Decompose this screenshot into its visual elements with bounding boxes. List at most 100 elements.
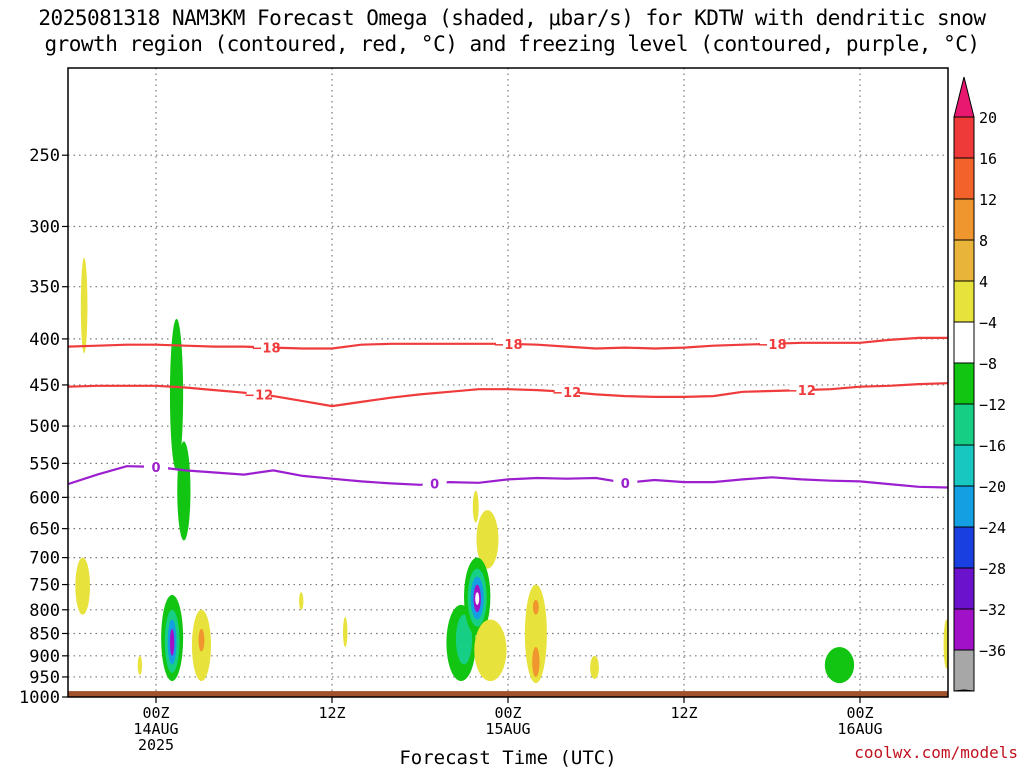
contour-line-2 [68, 465, 948, 489]
y-tick-label: 850 [29, 624, 60, 644]
colorbar-label: −32 [979, 601, 1006, 619]
omega-region-23 [524, 584, 547, 684]
colorbar-segment [953, 362, 975, 405]
colorbar-segment [953, 157, 975, 200]
contour-label-1-0: −12 [244, 388, 273, 403]
omega-region-27 [824, 647, 855, 684]
colorbar-label: 20 [979, 109, 997, 127]
y-tick-label: 450 [29, 376, 60, 396]
omega-region-4 [177, 441, 191, 541]
omega-region-11 [299, 592, 304, 610]
x-tick-label: 00Z [142, 704, 169, 722]
omega-region-0 [80, 257, 88, 354]
omega-region-22 [474, 619, 507, 682]
y-tick-label: 700 [29, 549, 60, 569]
contour-label-0-2: −18 [758, 338, 787, 353]
colorbar-label: −24 [979, 519, 1006, 537]
colorbar-segment [953, 403, 975, 446]
chart-title-line-1: 2025081318 NAM3KM Forecast Omega (shaded… [38, 6, 986, 30]
y-tick-label: 800 [29, 601, 60, 621]
y-tick-label: 400 [29, 330, 60, 350]
y-tick-label: 600 [29, 488, 60, 508]
x-tick-label: 00Z [846, 704, 873, 722]
colorbar-label: −28 [979, 560, 1006, 578]
colorbar-label: −4 [979, 314, 997, 332]
colorbar-label: 4 [979, 273, 988, 291]
colorbar-segment [953, 116, 975, 159]
contour-label-2-1: 0 [430, 477, 439, 492]
x-tick-label: 14AUG [133, 720, 178, 738]
colorbar-segment [953, 280, 975, 323]
colorbar-segment [953, 649, 975, 692]
colorbar-label: 8 [979, 232, 988, 250]
y-tick-label: 900 [29, 647, 60, 667]
contour-label-0-1: −18 [494, 338, 523, 353]
contour-label-bg [144, 459, 168, 474]
colorbar-label: 12 [979, 191, 997, 209]
omega-region-24 [532, 599, 539, 615]
omega-region-25 [532, 647, 540, 677]
y-tick-label: 500 [29, 417, 60, 437]
chart-title-line-2: growth region (contoured, red, °C) and f… [44, 32, 980, 56]
contour-label-0-0: −18 [252, 341, 281, 356]
omega-region-21 [475, 592, 480, 605]
contour-label-bg [613, 475, 638, 490]
y-tick-label: 300 [29, 217, 60, 237]
colorbar-label: −16 [979, 437, 1006, 455]
colorbar-label: −8 [979, 355, 997, 373]
x-tick-label: 12Z [318, 704, 345, 722]
omega-region-8 [169, 628, 175, 656]
colorbar-segment [953, 526, 975, 569]
colorbar-segment [953, 239, 975, 282]
omega-region-10 [198, 628, 205, 652]
colorbar-segment [953, 567, 975, 610]
contour-label-1-2: −12 [787, 384, 816, 399]
contour-label-bg [789, 383, 814, 398]
colorbar-segment [953, 485, 975, 528]
x-tick-label: 12Z [670, 704, 697, 722]
contour-line-1 [68, 382, 948, 408]
y-tick-label: 650 [29, 520, 60, 540]
x-axis-title: Forecast Time (UTC) [399, 747, 616, 768]
plot-area: −18 −18 −18 −12 −12 −12 0 0 0 [68, 68, 948, 697]
contour-label-bg [554, 384, 579, 399]
colorbar-segment [953, 321, 975, 364]
x-tick-label: 00Z [494, 704, 521, 722]
omega-region-26 [590, 655, 599, 680]
y-tick-label: 250 [29, 146, 60, 166]
colorbar-label: 16 [979, 150, 997, 168]
x-tick-label: 2025 [138, 736, 174, 754]
colorbar-label: −12 [979, 396, 1006, 414]
contour-label-bg [422, 476, 447, 491]
contour-label-2-2: 0 [621, 477, 630, 492]
x-tick-label: 15AUG [485, 720, 530, 738]
terrain-band [68, 691, 948, 697]
colorbar-segment [953, 608, 975, 651]
y-tick-label: 350 [29, 278, 60, 298]
omega-region-16 [476, 510, 499, 569]
colorbar-bottom-arrow [953, 689, 975, 692]
colorbar-label: −20 [979, 478, 1006, 496]
y-tick-label: 1000 [19, 688, 60, 708]
colorbar-label: −36 [979, 642, 1006, 660]
omega-region-14 [455, 614, 473, 665]
watermark: coolwx.com/models [854, 743, 1018, 762]
omega-region-1 [75, 557, 90, 615]
contour-label-1-1: −12 [552, 386, 581, 401]
omega-region-15 [472, 490, 479, 523]
colorbar-top-arrow [953, 76, 975, 118]
contour-label-2-0: 0 [151, 461, 160, 476]
y-tick-label: 750 [29, 576, 60, 596]
colorbar-segment [953, 198, 975, 241]
omega-region-12 [343, 617, 348, 648]
omega-region-3 [169, 318, 184, 471]
x-tick-label: 16AUG [837, 720, 882, 738]
y-tick-label: 950 [29, 668, 60, 688]
contour-label-bg [254, 340, 278, 355]
omega-region-28 [943, 619, 948, 669]
omega-region-2 [137, 655, 143, 675]
contour-label-bg [246, 387, 271, 402]
y-tick-label: 550 [29, 454, 60, 474]
